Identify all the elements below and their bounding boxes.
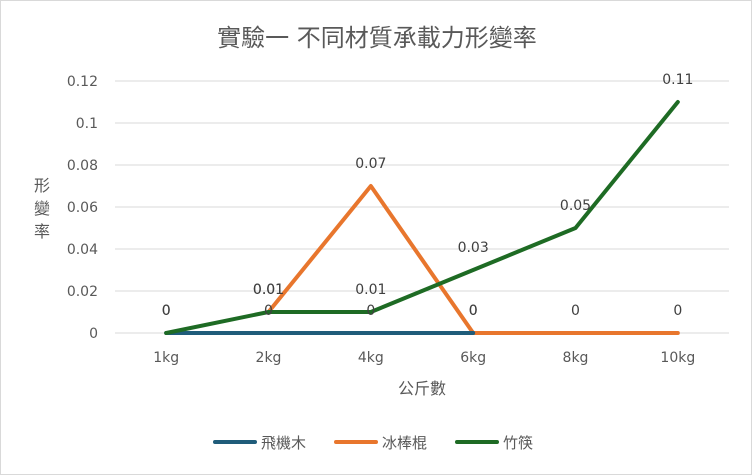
data-label: 0	[162, 303, 171, 319]
data-label: 0.07	[355, 156, 386, 172]
y-tick-label: 0.02	[67, 284, 98, 300]
data-label: 0.03	[458, 240, 489, 256]
data-label: 0	[162, 303, 171, 319]
data-label: 0	[469, 303, 478, 319]
data-label: 0.11	[662, 72, 693, 88]
legend-label: 冰棒棍	[382, 434, 427, 452]
y-tick-label: 0.1	[76, 116, 98, 132]
data-label: 0	[673, 303, 682, 319]
data-label: 0.01	[253, 282, 284, 298]
y-tick-label: 0.04	[67, 242, 98, 258]
y-tick-label: 0.06	[67, 200, 98, 216]
x-tick-label: 10kg	[660, 350, 695, 366]
legend-label: 竹筷	[503, 434, 533, 452]
data-label: 0.05	[560, 198, 591, 214]
data-label: 0	[571, 303, 580, 319]
series-line-2	[164, 100, 680, 335]
legend: 飛機木 冰棒棍 竹筷	[213, 434, 533, 452]
y-tick-label: 0.08	[67, 158, 98, 174]
gridlines	[115, 80, 729, 334]
y-tick-label: 0.12	[67, 74, 98, 90]
data-labels: 0 0 0 00.010.070 0 000.01 0.010.030.050.11	[162, 72, 694, 319]
y-axis-ticks: 0 0.02 0.04 0.06 0.08 0.1 0.12	[67, 74, 98, 342]
x-tick-label: 8kg	[563, 350, 589, 366]
data-label: 0.01	[355, 282, 386, 298]
series-lines	[164, 100, 680, 335]
y-tick-label: 0	[89, 326, 98, 342]
x-tick-label: 2kg	[256, 350, 282, 366]
x-tick-label: 1kg	[153, 350, 179, 366]
x-tick-label: 4kg	[358, 350, 384, 366]
y-axis-label: 形變率	[34, 176, 50, 241]
data-label: 0.01	[253, 282, 284, 298]
data-label: 0	[469, 303, 478, 319]
data-label: 0	[366, 303, 375, 319]
x-tick-label: 6kg	[460, 350, 486, 366]
x-axis-ticks: 1kg 2kg 4kg 6kg 8kg 10kg	[153, 350, 695, 366]
data-label: 0	[264, 303, 273, 319]
chart-title: 實驗一 不同材質承載力形變率	[217, 24, 537, 52]
legend-label: 飛機木	[261, 434, 306, 452]
x-axis-label: 公斤數	[398, 379, 446, 398]
